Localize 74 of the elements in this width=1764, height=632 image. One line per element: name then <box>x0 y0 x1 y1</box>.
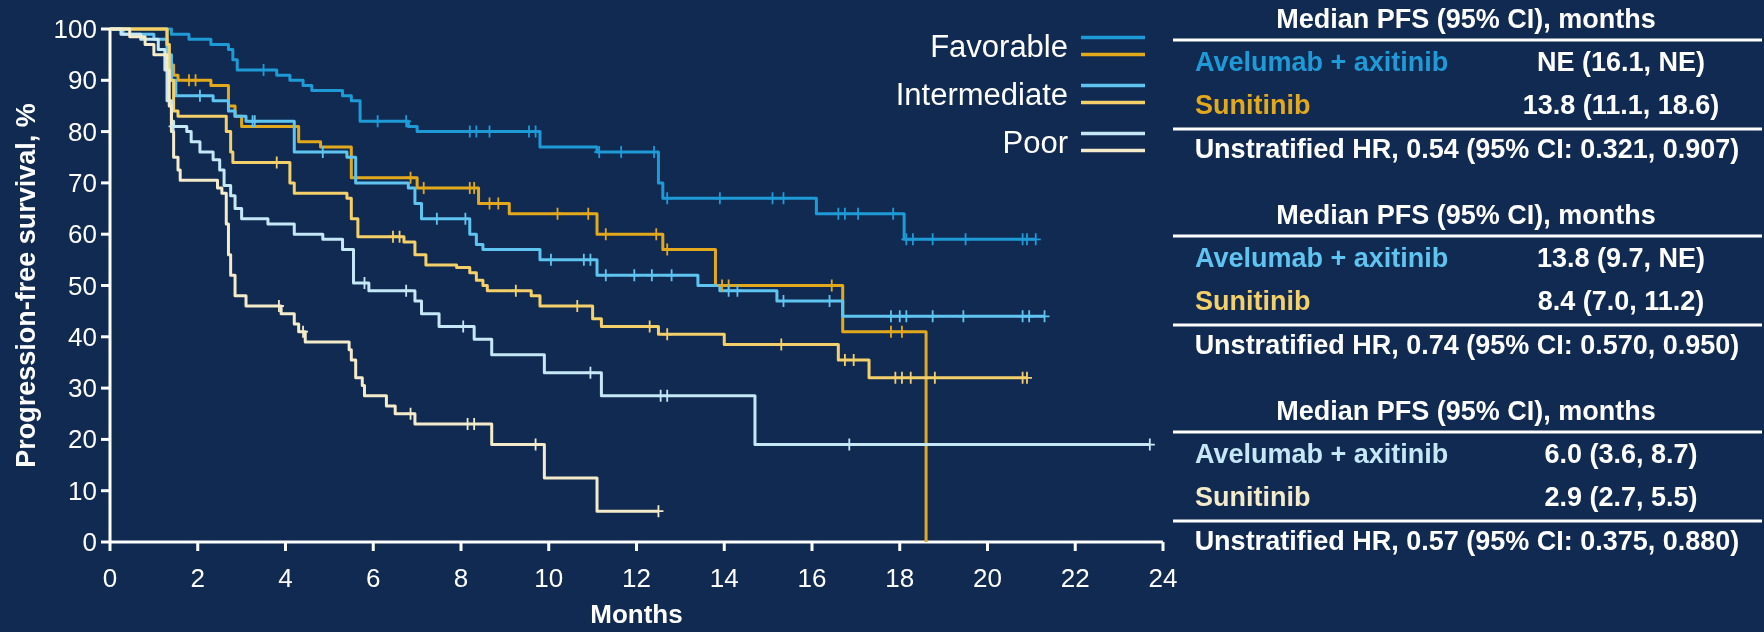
point <box>958 310 969 323</box>
point <box>1024 310 1035 323</box>
text: 2.9 (2.7, 5.5) <box>1544 482 1698 512</box>
text: Sunitinib <box>1195 90 1311 120</box>
x-tick-label: 10 <box>534 563 564 593</box>
y-tick-label: 60 <box>68 219 97 250</box>
y-axis-title: Progression-free survival, % <box>11 103 41 468</box>
x-tick-label: 2 <box>190 563 205 593</box>
text: Unstratified HR, 0.57 (95% CI: 0.375, 0.880) <box>1194 526 1740 556</box>
text: Avelumab + axitinib <box>1195 47 1449 77</box>
legend-label: Favorable <box>930 28 1068 64</box>
y-tick-label: 30 <box>68 373 97 404</box>
text: 13.8 (9.7, NE) <box>1536 243 1706 273</box>
legend-label: Intermediate <box>895 76 1068 112</box>
text: Unstratified HR, 0.54 (95% CI: 0.321, 0.907) <box>1194 134 1740 164</box>
point <box>401 115 412 128</box>
y-tick-label: 100 <box>53 14 97 44</box>
point <box>839 207 850 220</box>
y-tick-label: 40 <box>68 321 97 352</box>
point <box>510 284 521 297</box>
x-tick-label: 24 <box>1148 563 1178 593</box>
point <box>723 284 734 297</box>
point <box>1030 233 1041 246</box>
text: 6.0 (3.6, 8.7) <box>1544 439 1698 469</box>
x-tick-label: 18 <box>885 563 915 593</box>
x-axis-title: Months <box>590 599 683 629</box>
text: 13.8 (11.1, 18.6) <box>1522 90 1720 120</box>
x-tick-label: 22 <box>1060 563 1090 593</box>
text: 8.4 (7.0, 11.2) <box>1537 286 1705 316</box>
point <box>629 269 640 282</box>
text: Sunitinib <box>1195 482 1311 512</box>
y-tick-label: 90 <box>68 65 97 96</box>
text: Unstratified HR, 0.74 (95% CI: 0.570, 0.950) <box>1194 330 1740 360</box>
x-tick-label: 0 <box>102 563 118 593</box>
point <box>666 269 677 282</box>
text: Median PFS (95% CI), months <box>1276 200 1656 230</box>
point <box>901 310 912 323</box>
text: Avelumab + axitinib <box>1195 243 1449 273</box>
point <box>907 233 918 246</box>
point <box>194 89 205 102</box>
point <box>885 310 896 323</box>
point <box>600 269 611 282</box>
point <box>885 325 896 338</box>
text: Median PFS (95% CI), months <box>1276 396 1656 426</box>
x-tick-label: 20 <box>973 563 1002 593</box>
y-tick-label: 50 <box>68 270 97 301</box>
y-tick-label: 20 <box>68 424 97 455</box>
point <box>853 207 864 220</box>
point <box>583 207 594 220</box>
y-tick-label: 70 <box>68 167 97 198</box>
point <box>714 192 725 205</box>
point <box>662 328 673 341</box>
text: Median PFS (95% CI), months <box>1276 4 1656 34</box>
point <box>927 233 938 246</box>
point <box>896 325 907 338</box>
x-tick-label: 6 <box>366 563 381 593</box>
x-tick-label: 4 <box>278 563 293 593</box>
legend-label: Poor <box>1002 124 1068 160</box>
point <box>646 269 657 282</box>
text: Sunitinib <box>1195 286 1311 316</box>
y-tick-label: 10 <box>68 475 97 506</box>
x-tick-label: 16 <box>797 563 827 593</box>
point <box>888 207 899 220</box>
point <box>927 310 938 323</box>
point <box>662 192 673 205</box>
point <box>372 115 383 128</box>
y-tick-label: 80 <box>68 116 97 147</box>
x-tick-label: 8 <box>453 563 469 593</box>
text: Avelumab + axitinib <box>1195 439 1449 469</box>
x-tick-label: 12 <box>622 563 651 593</box>
text: NE (16.1, NE) <box>1536 47 1706 77</box>
y-tick-label: 0 <box>82 527 97 557</box>
x-tick-label: 14 <box>709 563 739 593</box>
point <box>401 284 412 297</box>
